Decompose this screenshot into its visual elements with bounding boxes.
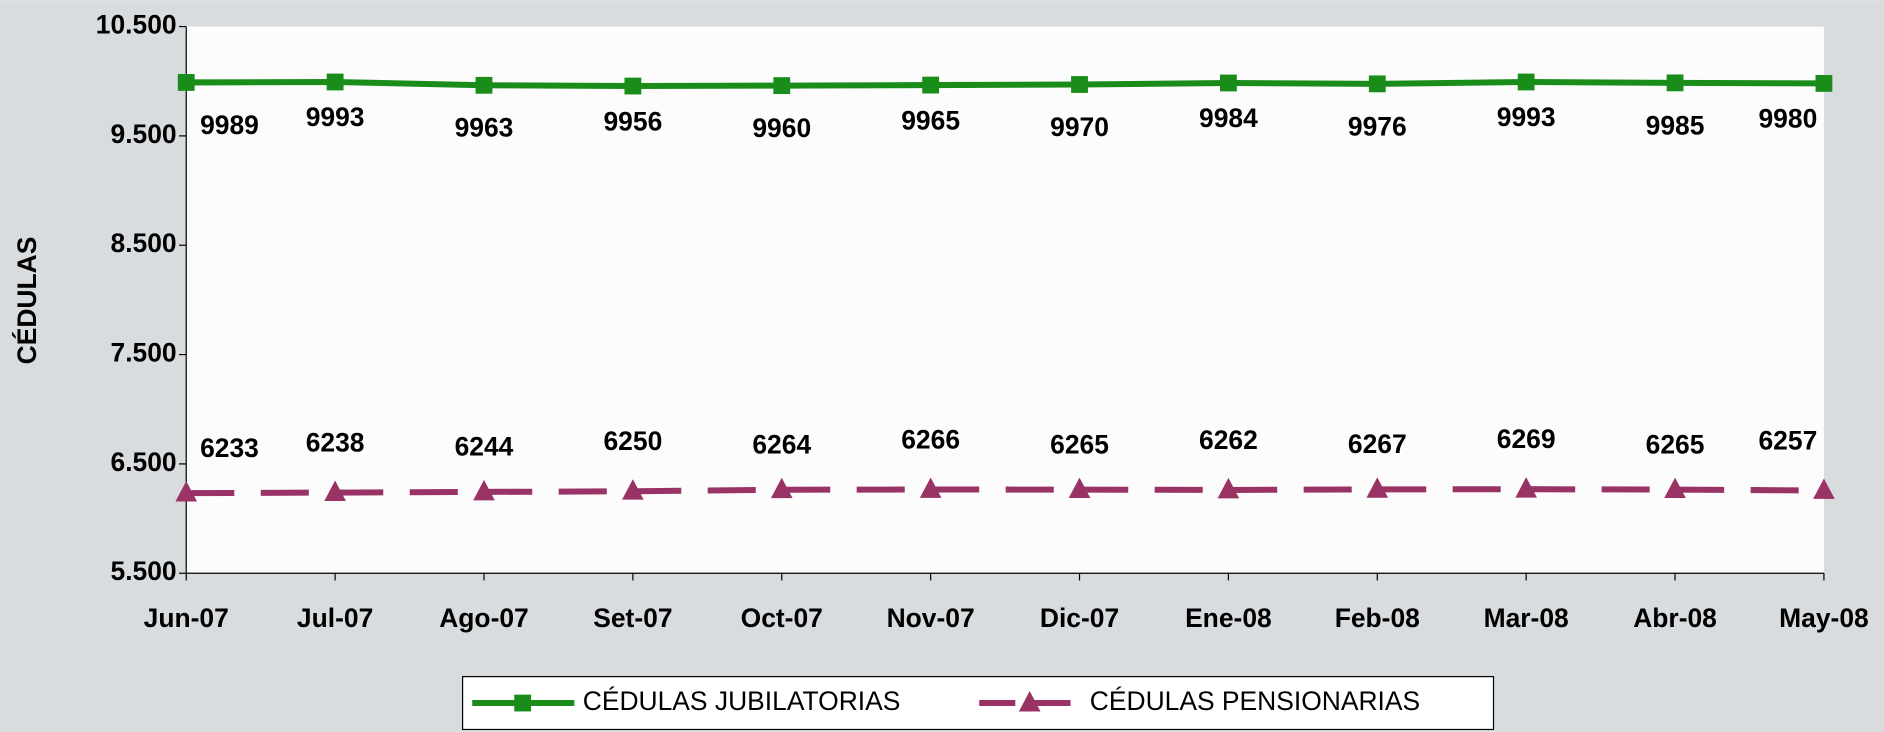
data-label: 9963 [455,113,514,143]
data-label: 6265 [1646,429,1705,459]
data-label: 9970 [1050,112,1109,142]
point [1368,75,1386,93]
point [326,73,344,91]
x-tick-label: Oct-07 [741,603,823,633]
data-label: 6250 [603,426,662,456]
data-label: 6264 [752,429,811,459]
y-tick-label: 10.500 [96,10,177,40]
x-tick-label: Dic-07 [1040,603,1119,633]
series-line [186,486,1824,497]
data-label: 9956 [603,106,662,136]
point [1664,477,1686,499]
data-label: 6257 [1758,425,1817,455]
point [922,76,940,94]
series-line [186,78,1824,90]
data-label: 9993 [1497,102,1556,132]
point [175,481,198,502]
x-tick-label: Mar-08 [1484,603,1569,633]
point [624,77,642,95]
x-tick-label: Jun-07 [144,603,229,633]
data-label: 6262 [1199,425,1258,455]
point [773,77,791,95]
data-label: 9984 [1199,103,1258,133]
data-label: 6267 [1348,429,1407,459]
point [919,477,942,498]
data-label: 6238 [306,427,365,457]
legend [461,675,1495,731]
y-tick-label: 6.500 [111,447,177,477]
point [1517,73,1535,91]
data-label: 6269 [1497,424,1556,454]
legend-label: CÉDULAS JUBILATORIAS [583,686,901,716]
data-label: 6265 [1050,429,1109,459]
x-tick-label: Jul-07 [297,603,373,633]
x-tick-label: Nov-07 [887,603,975,633]
x-tick-label: Ene-08 [1185,603,1272,633]
data-label: 6266 [901,424,960,454]
data-label: 6244 [455,432,514,462]
point [1813,478,1835,499]
data-label: 9960 [752,113,811,143]
point [770,477,793,499]
point [475,76,493,94]
point [1815,75,1833,92]
data-label: 9993 [306,102,365,132]
point [1666,74,1684,92]
point [324,480,346,501]
x-tick-label: Ago-07 [439,603,529,633]
x-tick-label: Set-07 [593,603,672,633]
point [473,479,495,501]
data-label: 9989 [200,110,259,140]
point [1071,76,1088,93]
point [1068,477,1091,499]
y-axis-title: CÉDULAS [12,237,42,365]
data-label: 9985 [1646,110,1705,140]
data-label: 9976 [1348,111,1407,141]
plot-area [186,26,1824,574]
data-label: 6233 [200,433,259,463]
y-tick-label: 7.500 [111,338,177,368]
legend-label: CÉDULAS PENSIONARIAS [1090,686,1420,716]
point [1515,477,1537,498]
x-tick-label: Abr-08 [1633,603,1717,633]
point [1366,477,1389,498]
x-tick-label: Feb-08 [1335,603,1420,633]
y-tick-label: 5.500 [111,556,177,586]
x-tick-label: May-08 [1779,603,1869,633]
legend-marker [1018,691,1041,712]
point [622,479,644,500]
legend-marker [514,694,532,712]
y-tick-label: 9.500 [111,119,177,149]
data-label: 9965 [901,105,960,135]
point [177,74,195,91]
data-label: 9980 [1758,104,1817,134]
point [1219,74,1237,92]
y-tick-label: 8.500 [111,228,177,258]
point [1217,477,1240,499]
